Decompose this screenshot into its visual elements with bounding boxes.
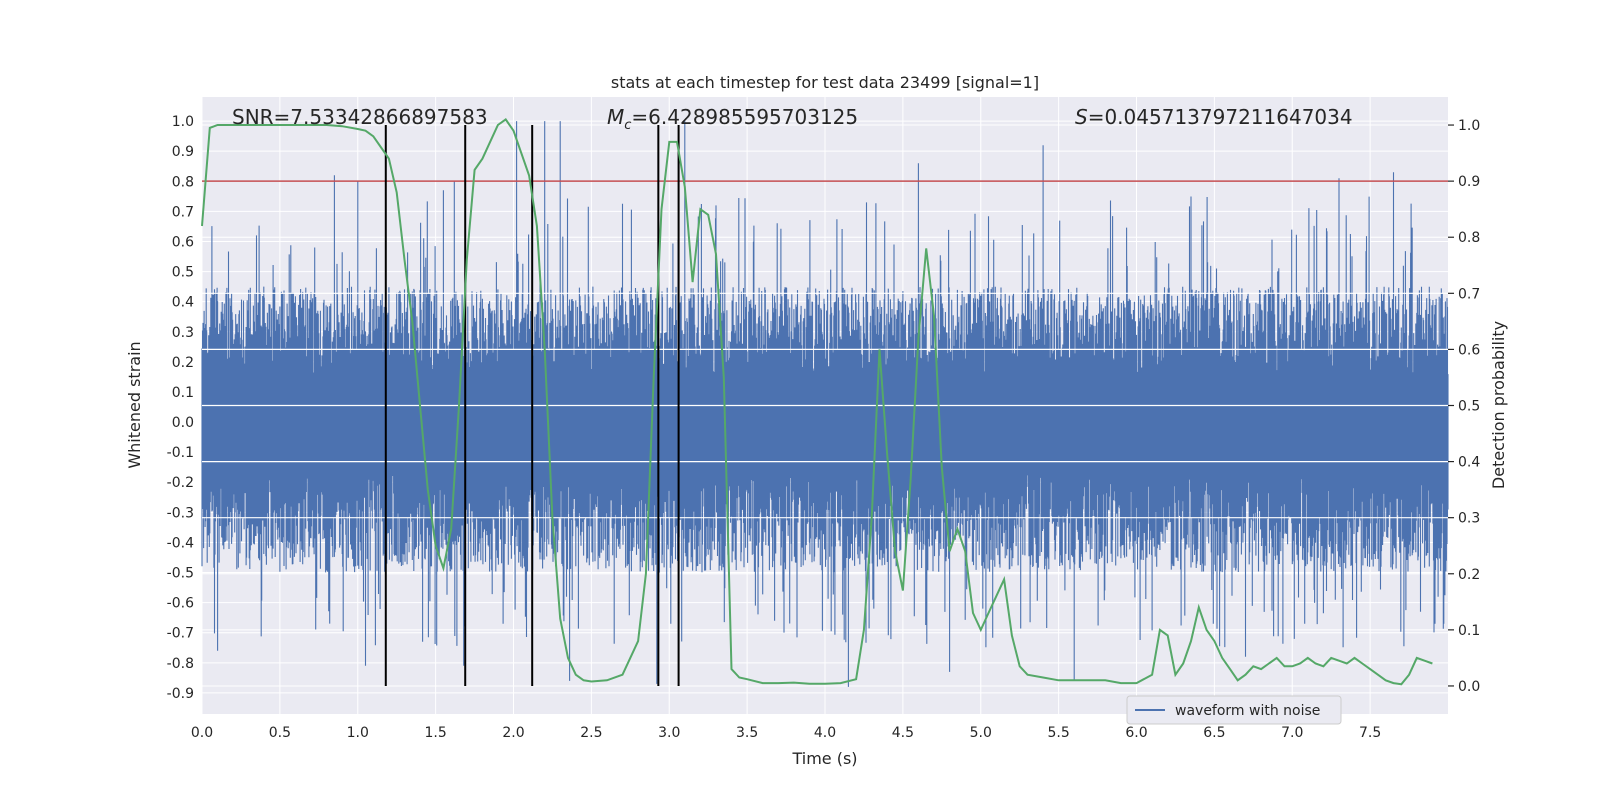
y-right-tick-label: 0.1 — [1458, 623, 1480, 639]
y-left-tick-label: -0.8 — [167, 656, 194, 672]
chirp-mass-subscript: c — [624, 118, 631, 133]
snr-annotation: SNR=7.53342866897583 — [232, 105, 488, 129]
marker-lines — [384, 125, 680, 686]
y-right-tick-label: 0.9 — [1458, 174, 1480, 190]
y-right-tick-label: 0.6 — [1458, 342, 1480, 358]
x-tick-label: 5.5 — [1047, 725, 1069, 741]
chirp-mass-annotation: Mc=6.428985595703125 — [607, 105, 858, 133]
y-left-tick-label: -0.2 — [167, 475, 194, 491]
y-left-tick-label: -0.9 — [167, 686, 194, 702]
chirp-mass-value: =6.428985595703125 — [631, 105, 858, 129]
x-axis-label: Time (s) — [791, 749, 857, 768]
x-tick-label: 1.0 — [347, 725, 369, 741]
y-left-tick-label: -0.4 — [167, 535, 194, 551]
y-right-tick-label: 0.2 — [1458, 567, 1480, 583]
y-left-tick-label: -0.3 — [167, 505, 194, 521]
legend: waveform with noise — [1126, 695, 1342, 725]
y-left-tick-label: -0.7 — [167, 626, 194, 642]
y-right-tick-label: 0.5 — [1458, 399, 1480, 415]
y-left-tick-label: 0.0 — [172, 415, 194, 431]
probability-series — [201, 117, 1433, 686]
x-tick-label: 5.0 — [970, 725, 992, 741]
x-tick-label: 4.5 — [892, 725, 914, 741]
x-tick-label: 4.0 — [814, 725, 836, 741]
x-tick-label: 0.0 — [191, 725, 213, 741]
s-symbol: S — [1075, 105, 1088, 129]
y-left-axis-ticks: 1.0 0.9 0.8 0.7 0.6 0.5 0.4 0.3 0.2 0.1 0.0 -0.1 -0.… — [167, 114, 194, 702]
s-value: =0.045713797211647034 — [1088, 105, 1353, 129]
x-tick-label: 7.5 — [1359, 725, 1381, 741]
y-left-tick-label: 0.5 — [172, 265, 194, 281]
y-left-tick-label: 0.8 — [172, 174, 194, 190]
y-left-tick-label: 0.7 — [172, 204, 194, 220]
y-right-tick-label: 0.3 — [1458, 511, 1480, 527]
s-annotation: S=0.045713797211647034 — [1075, 105, 1353, 129]
x-tick-label: 2.5 — [580, 725, 602, 741]
y-right-tick-label: 0.7 — [1458, 286, 1480, 302]
y-left-tick-label: 0.1 — [172, 385, 194, 401]
chirp-mass-symbol: M — [607, 105, 624, 129]
y-right-axis-ticks: 1.0 0.9 0.8 0.7 0.6 0.5 0.4 0.3 0.2 0.1 0.0 — [1448, 118, 1480, 695]
y-right-axis-label: Detection probability — [1489, 321, 1508, 489]
chart-title: stats at each timestep for test data 234… — [611, 73, 1039, 92]
y-right-tick-label: 0.8 — [1458, 230, 1480, 246]
waveform-trace — [201, 121, 1449, 687]
x-tick-label: 2.0 — [502, 725, 524, 741]
y-left-tick-label: 0.2 — [172, 355, 194, 371]
y-left-tick-label: 0.9 — [172, 144, 194, 160]
probability-line — [201, 117, 1433, 686]
y-left-tick-label: 1.0 — [172, 114, 194, 130]
x-tick-label: 3.0 — [658, 725, 680, 741]
x-axis-ticks: 0.0 0.5 1.0 1.5 2.0 2.5 3.0 3.5 4.0 4.5 5.0 5.5 6.0 6… — [191, 725, 1381, 741]
x-tick-label: 6.0 — [1125, 725, 1147, 741]
x-tick-label: 0.5 — [269, 725, 291, 741]
y-right-tick-label: 0.0 — [1458, 679, 1480, 695]
y-left-tick-label: -0.5 — [167, 566, 194, 582]
x-tick-label: 1.5 — [424, 725, 446, 741]
y-left-tick-label: 0.4 — [172, 295, 194, 311]
x-tick-label: 3.5 — [736, 725, 758, 741]
legend-box — [1126, 695, 1342, 725]
y-left-axis-label: Whitened strain — [125, 341, 144, 468]
legend-label: waveform with noise — [1175, 703, 1320, 719]
y-left-tick-label: 0.3 — [172, 325, 194, 341]
y-right-tick-label: 0.4 — [1458, 455, 1480, 471]
y-left-tick-label: -0.6 — [167, 596, 194, 612]
y-left-tick-label: -0.1 — [167, 445, 194, 461]
x-tick-label: 7.0 — [1281, 725, 1303, 741]
waveform-series — [201, 121, 1449, 687]
y-right-tick-label: 1.0 — [1458, 118, 1480, 134]
x-tick-label: 6.5 — [1203, 725, 1225, 741]
y-left-tick-label: 0.6 — [172, 234, 194, 250]
